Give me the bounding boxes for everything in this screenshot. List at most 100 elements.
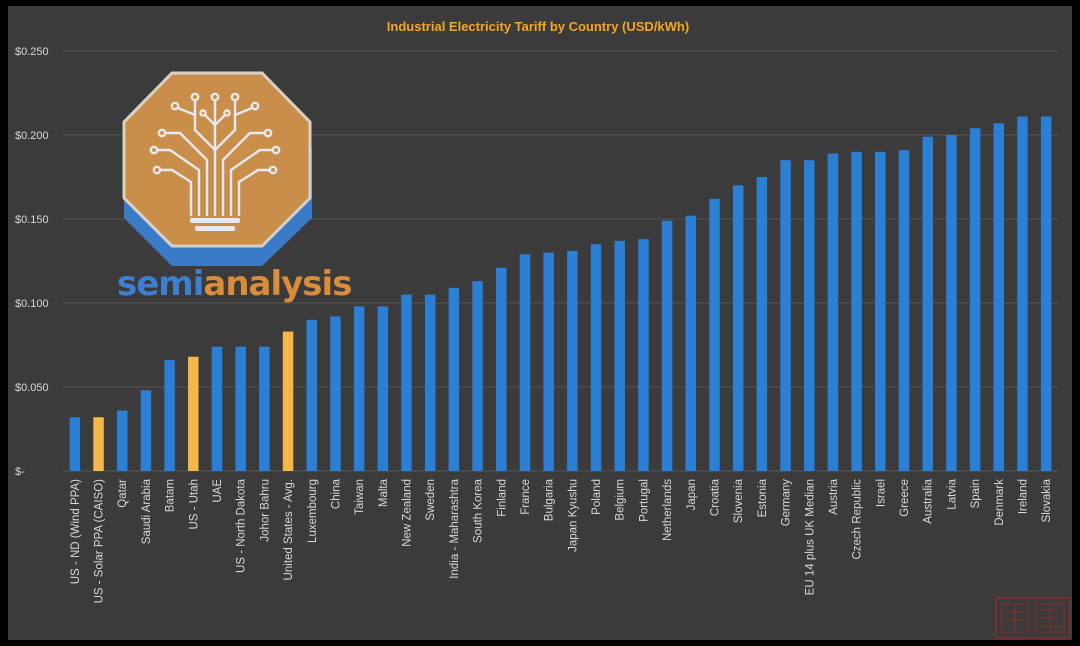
x-tick-label: Germany	[781, 479, 793, 527]
bar	[969, 128, 981, 471]
x-tick-label: Belgium	[615, 479, 627, 521]
x-tick-label: Denmark	[994, 479, 1006, 526]
x-tick-label: China	[330, 478, 342, 509]
bar	[116, 410, 128, 471]
x-tick-label: Japan	[686, 479, 698, 510]
bar	[993, 123, 1005, 472]
bar	[1040, 116, 1052, 472]
x-tick-label: India - Maharashtra	[449, 478, 461, 578]
x-tick-label: Slovakia	[1041, 478, 1053, 522]
bar	[448, 287, 460, 471]
y-tick-label: $0.200	[15, 130, 49, 142]
x-tick-label: Spain	[970, 479, 982, 508]
bar	[875, 151, 886, 472]
bar	[851, 151, 862, 472]
bar	[543, 252, 554, 471]
bar	[614, 240, 625, 471]
x-tick-label: United States - Avg.	[283, 479, 295, 580]
x-tick-label: New Zealand	[402, 479, 414, 547]
bar	[827, 153, 839, 472]
x-tick-label: Australia	[923, 478, 935, 523]
bar	[330, 316, 341, 471]
x-tick-label: France	[520, 479, 532, 515]
bar	[188, 356, 199, 471]
x-tick-label: Ireland	[1017, 479, 1029, 514]
bar	[946, 135, 957, 471]
bar	[590, 244, 602, 471]
logo-text-semi: semi	[117, 264, 203, 304]
bar	[140, 390, 152, 471]
bar	[306, 319, 317, 471]
bar	[709, 198, 720, 471]
logo-text-analysis: analysis	[203, 264, 351, 304]
bar	[922, 136, 933, 471]
circuit-base-bar	[190, 218, 240, 223]
bar	[235, 346, 246, 471]
bar	[661, 220, 673, 471]
x-tick-label: US - Utah	[188, 479, 200, 530]
x-tick-label: US - North Dakota	[236, 478, 248, 573]
x-tick-label: Czech Republic	[852, 479, 864, 560]
logo-badge	[122, 71, 312, 248]
bar	[780, 160, 791, 471]
bar	[259, 346, 270, 471]
bar	[756, 177, 768, 471]
x-tick-label: Latvia	[946, 478, 958, 509]
x-tick-label: Poland	[591, 479, 603, 515]
x-tick-label: Israel	[875, 479, 887, 507]
semianalysis-logo: semianalysis	[117, 71, 352, 304]
x-tick-label: Slovenia	[733, 478, 745, 523]
x-tick-label: Malta	[378, 478, 390, 507]
bar	[164, 360, 175, 471]
x-tick-label: Estonia	[757, 478, 769, 517]
x-tick-label: Austria	[828, 478, 840, 514]
watermark-stamp	[995, 597, 1071, 639]
x-tick-label: Johor Bahru	[259, 479, 271, 542]
bars	[69, 116, 1052, 472]
x-tick-label: Taiwan	[354, 479, 366, 515]
x-tick-label: EU 14 plus UK Median	[804, 479, 816, 595]
circuit-tree-icon	[149, 92, 281, 217]
bar	[898, 150, 910, 471]
x-tick-label: Netherlands	[662, 479, 674, 541]
bar	[282, 331, 294, 471]
y-tick-label: $0.150	[15, 214, 49, 226]
x-tick-label: US - Solar PPA (CAISO)	[94, 479, 106, 604]
bar	[685, 215, 697, 471]
bar	[93, 417, 104, 471]
x-tick-label: Portugal	[638, 479, 650, 522]
x-tick-label: South Korea	[473, 478, 485, 543]
y-tick-label: $0.100	[15, 298, 49, 310]
bar	[519, 254, 531, 471]
bar	[638, 239, 649, 471]
bar	[732, 185, 744, 471]
x-tick-label: Bulgaria	[544, 478, 556, 521]
bar	[401, 294, 412, 471]
y-tick-label: $0.050	[15, 382, 49, 394]
y-tick-label: $0.250	[15, 46, 49, 58]
bar	[69, 417, 81, 471]
x-tick-label: Sweden	[425, 479, 437, 521]
bar	[804, 160, 815, 471]
bar	[472, 281, 483, 471]
x-tick-label: US - ND (Wind PPA)	[70, 479, 82, 584]
y-axis-labels: $- $0.050 $0.100 $0.150 $0.200 $0.250	[15, 46, 49, 478]
logo-wordmark: semianalysis	[117, 264, 351, 304]
bar	[496, 267, 507, 471]
x-tick-label: Greece	[899, 479, 911, 517]
bar	[377, 306, 389, 471]
x-tick-label: Luxembourg	[307, 479, 319, 543]
x-tick-label: Croatia	[709, 478, 721, 516]
bar	[211, 346, 223, 471]
x-tick-label: Qatar	[117, 479, 129, 508]
x-tick-label: Saudi Arabia	[141, 478, 153, 544]
x-tick-label: Batam	[165, 479, 177, 512]
x-tick-label: Finland	[496, 479, 508, 517]
bar	[567, 250, 578, 471]
bar	[424, 294, 436, 471]
y-tick-label: $-	[15, 466, 25, 478]
bar	[1017, 116, 1028, 472]
circuit-base-bar	[195, 226, 235, 231]
x-tick-label: UAE	[212, 479, 224, 503]
